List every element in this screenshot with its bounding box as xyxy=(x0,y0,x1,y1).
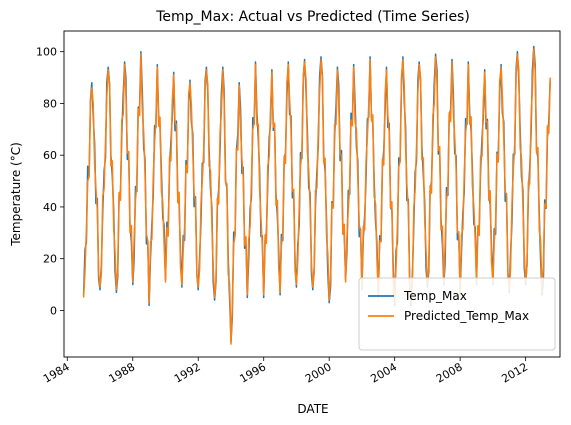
x-tick-label: 1996 xyxy=(237,360,268,385)
plot-frame xyxy=(63,30,561,358)
series-line-predicted-temp-max xyxy=(82,48,551,345)
y-axis-label: Temperature (°C) xyxy=(9,142,23,247)
x-tick-label: 2012 xyxy=(499,360,530,385)
y-tick-label: 80 xyxy=(43,97,57,110)
x-tick-label: 2000 xyxy=(303,360,334,385)
x-tick-label: 1984 xyxy=(41,360,72,385)
y-tick-label: 60 xyxy=(43,149,57,162)
legend: Temp_Max Predicted_Temp_Max xyxy=(358,277,556,351)
y-tick-label: 40 xyxy=(43,201,57,214)
x-tick-label: 2004 xyxy=(368,360,399,385)
x-axis-label: DATE xyxy=(297,402,328,416)
y-tick-label: 20 xyxy=(43,253,57,266)
legend-label: Predicted_Temp_Max xyxy=(404,309,529,323)
x-tick-label: 1988 xyxy=(107,360,138,385)
series-layer xyxy=(82,45,551,345)
y-tick-label: 0 xyxy=(50,304,57,317)
y-tick-label: 100 xyxy=(36,46,57,59)
legend-label: Temp_Max xyxy=(403,289,467,303)
legend-box xyxy=(358,277,556,351)
y-axis: 0 20 40 60 80 100 xyxy=(36,46,64,317)
x-axis: 1984 1988 1992 1996 2000 2004 2008 2012 xyxy=(41,357,530,386)
chart-title: Temp_Max: Actual vs Predicted (Time Seri… xyxy=(155,9,470,25)
x-tick-label: 1992 xyxy=(172,360,203,385)
x-tick-label: 2008 xyxy=(434,360,465,385)
